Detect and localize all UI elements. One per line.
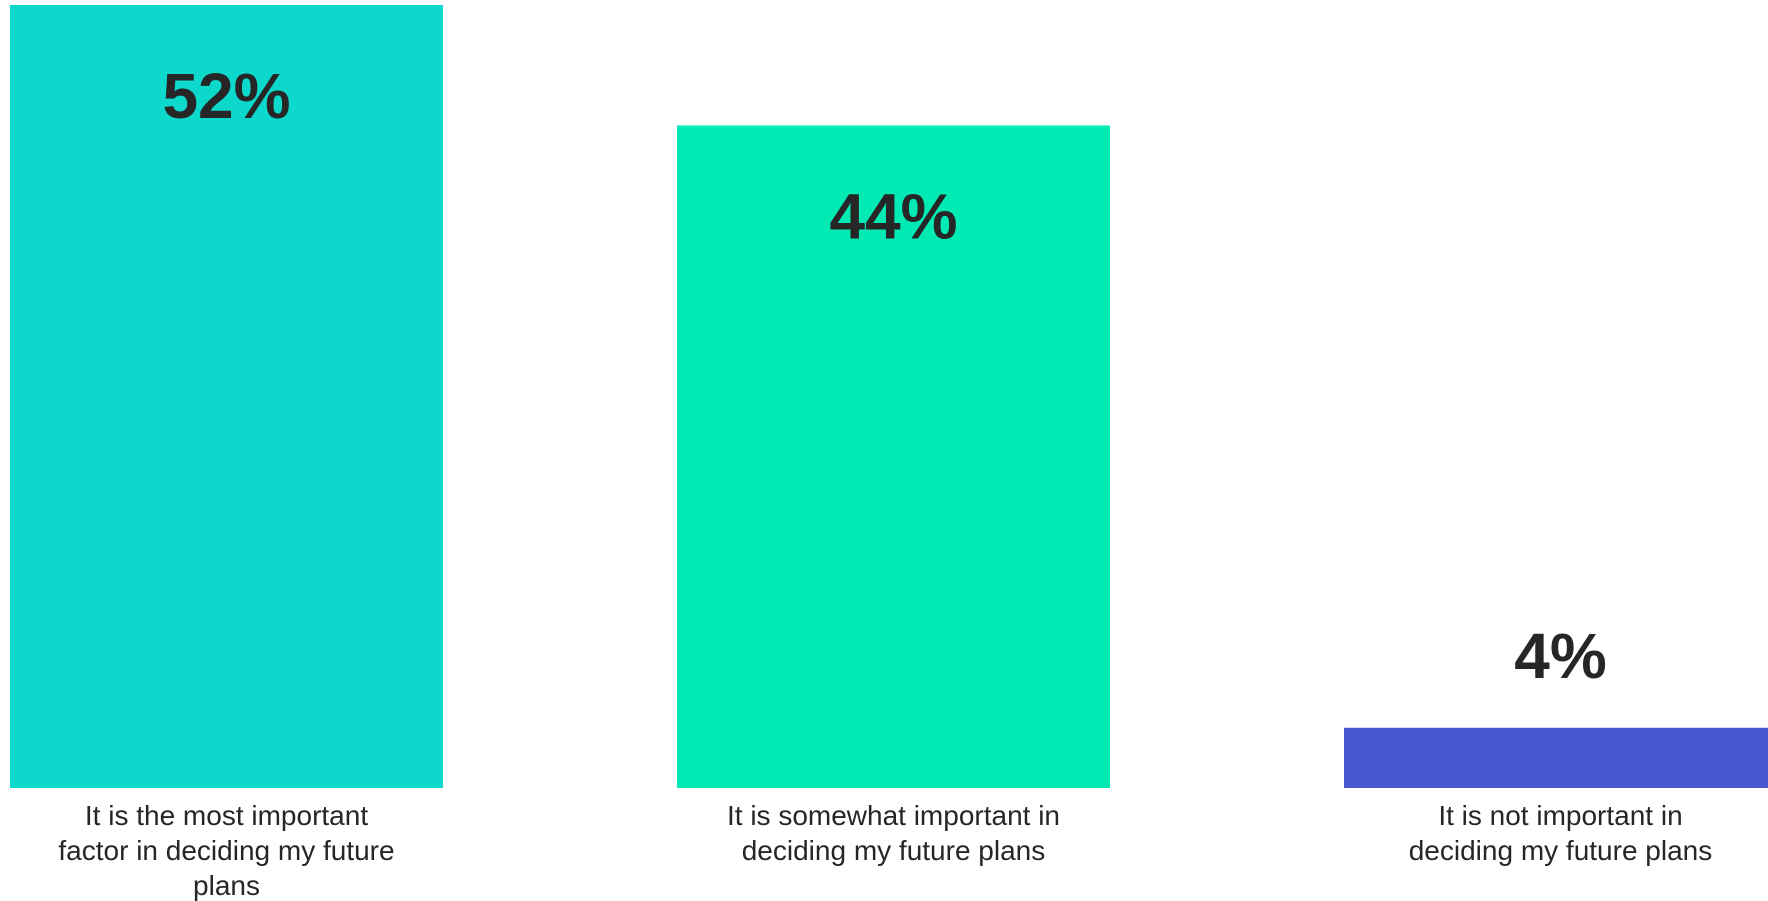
category-label-3: It is not important in deciding my future…	[1409, 800, 1713, 866]
value-label-2: 44%	[829, 180, 957, 252]
bar-3	[1344, 727, 1768, 788]
bar-1	[10, 5, 443, 788]
category-label-line: factor in deciding my future	[58, 835, 394, 866]
category-labels-group: It is the most important factor in decidi…	[58, 800, 1712, 901]
category-label-line: It is the most important	[85, 800, 368, 831]
category-label-line: deciding my future plans	[1409, 835, 1713, 866]
value-label-1: 52%	[162, 60, 290, 132]
value-label-3: 4%	[1514, 620, 1607, 692]
bars-group	[10, 5, 1768, 788]
category-label-line: It is not important in	[1438, 800, 1682, 831]
bar-2	[677, 125, 1110, 788]
category-label-line: It is somewhat important in	[727, 800, 1060, 831]
category-label-1: It is the most important factor in decidi…	[58, 800, 394, 901]
value-labels-group: 52% 44% 4%	[162, 60, 1606, 692]
category-label-2: It is somewhat important in deciding my f…	[727, 800, 1060, 866]
category-label-line: plans	[193, 870, 260, 901]
category-label-line: deciding my future plans	[742, 835, 1046, 866]
